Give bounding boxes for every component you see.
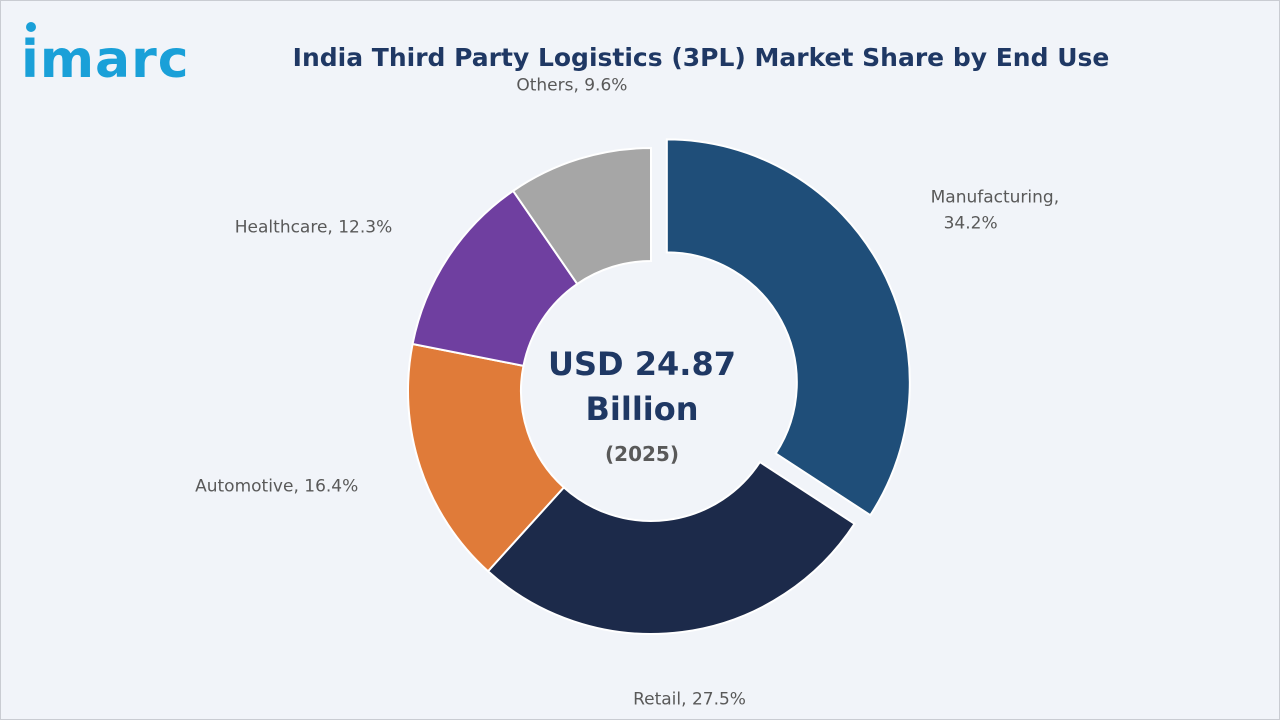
label-retail: Retail, 27.5% [633, 690, 746, 710]
label-manufacturing: Manufacturing, 34.2% [931, 188, 1060, 234]
slice-others [511, 146, 652, 286]
center-total-value: USD 24.87 [548, 345, 736, 383]
svg-text:imarc: imarc [21, 30, 190, 87]
center-total-unit: Billion [585, 390, 698, 428]
slice-automotive [407, 342, 566, 573]
slice-retail [486, 460, 856, 635]
slices-group [407, 138, 911, 635]
labels-group: Manufacturing, 34.2% Retail, 27.5% Automoti… [195, 76, 1059, 710]
chart-title: India Third Party Logistics (3PL) Market… [292, 43, 1110, 72]
label-healthcare: Healthcare, 12.3% [235, 217, 392, 237]
imarc-logo: imarc [21, 22, 190, 87]
label-others: Others, 9.6% [516, 76, 627, 96]
slice-manufacturing [665, 138, 911, 517]
center-year: (2025) [605, 442, 679, 466]
label-automotive: Automotive, 16.4% [195, 476, 358, 496]
